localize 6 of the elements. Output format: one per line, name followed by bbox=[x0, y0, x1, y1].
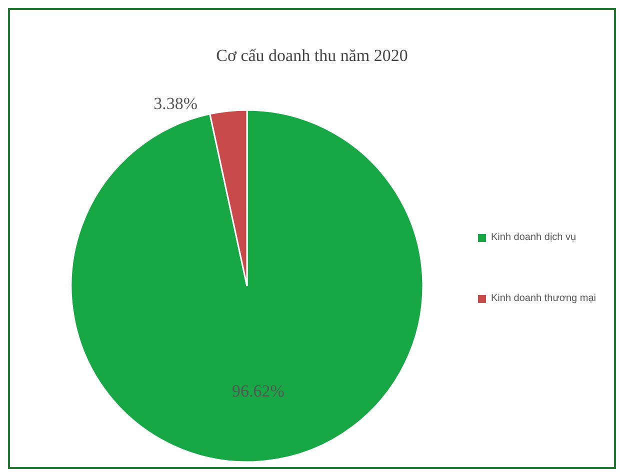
data-label: 3.38% bbox=[154, 94, 198, 114]
chart-title: Cơ cấu doanh thu năm 2020 bbox=[215, 46, 409, 66]
data-label: 96.62% bbox=[232, 382, 284, 401]
legend-label: Kinh doanh thương mại bbox=[491, 293, 596, 304]
pie-slice bbox=[70, 109, 424, 463]
legend-label: Kinh doanh dịch vụ bbox=[491, 232, 576, 243]
